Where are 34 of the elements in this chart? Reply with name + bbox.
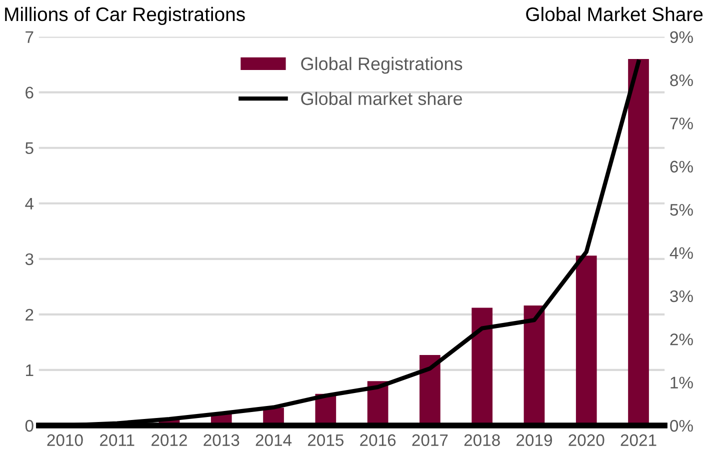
y-tick-label: 6 <box>26 86 34 99</box>
y-tick-label: 5 <box>25 142 34 154</box>
y2-tick-label: 9% <box>670 31 693 44</box>
x-tick-label: 2021 <box>620 434 656 446</box>
x-tick-label: 2012 <box>152 434 187 446</box>
x-tick-label: 2018 <box>464 434 500 446</box>
y2-tick-label: 4% <box>670 247 693 259</box>
x-tick-label: 2015 <box>308 434 344 446</box>
y2-tick-label: 0% <box>670 420 693 432</box>
y-axis-title: Millions of Car Registrations <box>5 6 245 26</box>
y-tick-label: 4 <box>25 198 34 210</box>
y-tick-label: 3 <box>25 253 34 266</box>
y2-tick-label: 1% <box>670 376 693 388</box>
y-tick-label: 2 <box>26 308 34 320</box>
y-tick-label: 1 <box>26 364 34 376</box>
x-tick-label: 2011 <box>100 434 134 446</box>
y2-tick-label: 6% <box>670 160 693 173</box>
y2-tick-label: 2% <box>670 334 693 346</box>
x-tick-label: 2017 <box>412 434 448 446</box>
y-tick-label: 7 <box>26 31 34 43</box>
y2-tick-label: 3% <box>670 290 693 302</box>
y2-tick-label: 5% <box>670 204 693 216</box>
x-tick-label: 2014 <box>256 434 292 446</box>
legend-label: Global Registrations <box>301 56 462 74</box>
x-tick-label: 2016 <box>360 434 396 446</box>
y2-axis-title: Global Market Share <box>526 6 703 22</box>
x-tick-label: 2013 <box>204 434 240 446</box>
x-tick-label: 2020 <box>568 434 604 446</box>
legend-label: Global market share <box>301 92 462 106</box>
x-tick-label: 2019 <box>516 434 552 446</box>
y2-tick-label: 7% <box>670 118 693 130</box>
x-tick-label: 2010 <box>47 434 83 446</box>
y-tick-label: 0 <box>25 420 34 432</box>
y2-tick-label: 8% <box>670 74 693 86</box>
